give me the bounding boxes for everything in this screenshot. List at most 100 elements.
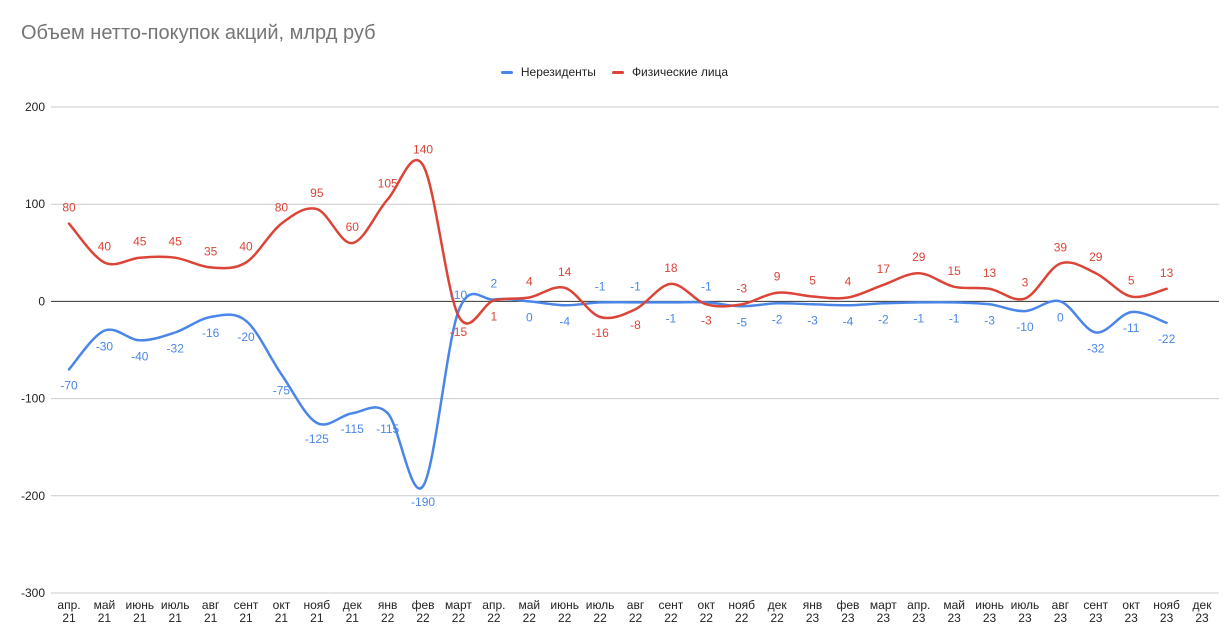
- x-tick-label: март: [870, 598, 897, 612]
- x-tick-label-year: 23: [1195, 611, 1209, 625]
- y-tick-label: -200: [21, 489, 45, 503]
- x-tick-label-year: 23: [983, 611, 997, 625]
- data-label-individuals: 4: [526, 275, 533, 289]
- data-label-individuals: 35: [204, 244, 218, 258]
- y-tick-label: -300: [21, 586, 45, 600]
- data-label-individuals: 45: [169, 235, 183, 249]
- x-tick-label: нояб: [1153, 598, 1180, 612]
- x-tick-label-year: 22: [593, 611, 607, 625]
- data-label-nonresidents: -16: [202, 326, 220, 340]
- x-tick-label-year: 21: [310, 611, 324, 625]
- data-label-nonresidents: 2: [491, 276, 498, 290]
- y-tick-label: -100: [21, 392, 45, 406]
- x-tick-label: апр.: [57, 598, 80, 612]
- x-tick-label: июнь: [975, 598, 1004, 612]
- x-tick-label: нояб: [304, 598, 331, 612]
- x-tick-label: сент: [234, 598, 259, 612]
- legend-item-nonresidents[interactable]: Нерезиденты: [500, 65, 596, 79]
- data-label-nonresidents: -1: [630, 279, 641, 293]
- x-tick-label-year: 22: [558, 611, 572, 625]
- x-tick-label-year: 22: [487, 611, 501, 625]
- x-tick-label: авг: [1052, 598, 1070, 612]
- data-label-individuals: 5: [1128, 274, 1135, 288]
- x-tick-label-year: 23: [1089, 611, 1103, 625]
- x-tick-label: дек: [1193, 598, 1213, 612]
- x-tick-label: март: [445, 598, 472, 612]
- series-line-nonresidents: [67, 292, 1168, 490]
- data-label-nonresidents: -10: [450, 288, 468, 302]
- x-tick-label-year: 22: [523, 611, 537, 625]
- data-label-individuals: 4: [845, 275, 852, 289]
- data-label-individuals: 3: [1022, 275, 1029, 289]
- data-label-nonresidents: -20: [237, 330, 255, 344]
- data-label-nonresidents: -1: [701, 279, 712, 293]
- data-label-individuals: 95: [310, 186, 324, 200]
- x-tick-label: янв: [803, 598, 823, 612]
- data-label-nonresidents: 0: [526, 310, 533, 324]
- data-label-individuals: 14: [558, 265, 572, 279]
- x-tick-label-year: 23: [877, 611, 891, 625]
- data-label-individuals: 5: [809, 274, 816, 288]
- data-label-nonresidents: -190: [411, 495, 435, 509]
- data-label-nonresidents: -2: [772, 312, 783, 326]
- x-tick-label: авг: [202, 598, 220, 612]
- x-tick-label: июль: [586, 598, 615, 612]
- data-label-nonresidents: -22: [1158, 332, 1176, 346]
- x-tick-label-year: 22: [629, 611, 643, 625]
- x-tick-label-year: 21: [275, 611, 289, 625]
- y-tick-label: 200: [25, 100, 45, 114]
- x-tick-label-year: 23: [1018, 611, 1032, 625]
- data-label-individuals: 40: [98, 240, 112, 254]
- x-tick-label: дек: [343, 598, 363, 612]
- data-label-individuals: -8: [630, 318, 641, 332]
- data-label-nonresidents: -2: [878, 312, 889, 326]
- x-tick-label: июнь: [550, 598, 579, 612]
- data-label-individuals: 13: [983, 266, 997, 280]
- data-label-nonresidents: -70: [60, 378, 78, 392]
- x-tick-label-year: 22: [452, 611, 466, 625]
- x-tick-label: дек: [768, 598, 788, 612]
- x-tick-label: сент: [659, 598, 684, 612]
- legend-item-individuals[interactable]: Физические лица: [611, 65, 729, 79]
- data-label-nonresidents: -1: [949, 311, 960, 325]
- x-tick-label: апр.: [482, 598, 505, 612]
- legend-label-individuals: Физические лица: [631, 65, 729, 79]
- x-tick-label-year: 21: [204, 611, 218, 625]
- chart-title: Объем нетто-покупок акций, млрд руб: [21, 22, 376, 44]
- x-tick-label: июнь: [126, 598, 155, 612]
- data-label-nonresidents: -1: [666, 311, 677, 325]
- x-tick-label: сент: [1083, 598, 1108, 612]
- data-label-individuals: 9: [774, 270, 781, 284]
- x-tick-label-year: 22: [416, 611, 430, 625]
- data-label-individuals: 60: [346, 220, 360, 234]
- data-label-nonresidents: -10: [1016, 320, 1034, 334]
- x-tick-label: янв: [378, 598, 398, 612]
- x-tick-label-year: 21: [62, 611, 76, 625]
- data-label-individuals: 15: [947, 264, 961, 278]
- x-tick-label-year: 23: [1125, 611, 1139, 625]
- chart-legend: Нерезиденты Физические лица: [0, 65, 1229, 79]
- legend-swatch-individuals: [611, 70, 624, 74]
- x-tick-label: май: [94, 598, 116, 612]
- data-label-nonresidents: -1: [595, 279, 606, 293]
- legend-swatch-nonresidents: [500, 70, 513, 74]
- data-label-individuals: 80: [62, 201, 76, 215]
- x-tick-label-year: 23: [1160, 611, 1174, 625]
- data-label-individuals: -3: [701, 313, 712, 327]
- x-tick-label-year: 21: [133, 611, 147, 625]
- x-tick-label-year: 21: [169, 611, 183, 625]
- x-tick-label: фев: [412, 598, 435, 612]
- x-tick-label-year: 22: [664, 611, 678, 625]
- x-tick-label-year: 23: [912, 611, 926, 625]
- data-label-nonresidents: -4: [559, 314, 570, 328]
- x-tick-label-year: 21: [98, 611, 112, 625]
- data-label-nonresidents: -32: [1087, 342, 1105, 356]
- x-tick-label-year: 21: [239, 611, 253, 625]
- data-label-individuals: 17: [877, 262, 891, 276]
- y-tick-label: 0: [38, 294, 45, 308]
- data-label-individuals: 29: [912, 250, 926, 264]
- data-label-individuals: 105: [378, 176, 398, 190]
- data-label-nonresidents: -75: [273, 383, 291, 397]
- data-label-individuals: 13: [1160, 266, 1174, 280]
